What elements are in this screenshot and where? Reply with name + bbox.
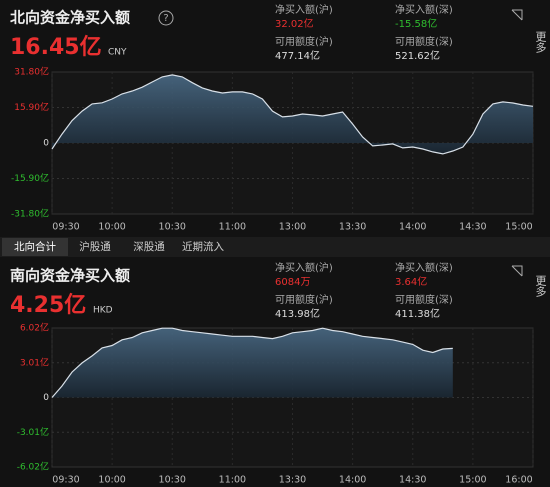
x-tick-label: 10:00 [98, 475, 125, 486]
x-tick-label: 10:30 [159, 475, 186, 486]
area-fill [52, 328, 453, 398]
x-tick-label: 13:00 [279, 222, 306, 233]
stat-value: 413.98亿 [275, 307, 320, 320]
total-value: 4.25亿 [10, 293, 86, 318]
x-tick-label: 15:00 [505, 222, 532, 233]
currency: HKD [93, 306, 113, 316]
x-tick-label: 13:30 [339, 222, 366, 233]
help-mark: ? [163, 13, 168, 24]
x-tick-label: 14:30 [399, 475, 426, 486]
stat-value: 521.62亿 [395, 49, 440, 62]
x-tick-label: 14:00 [339, 475, 366, 486]
total-value: 16.45亿 [10, 35, 102, 60]
stat-value: 3.64亿 [395, 275, 427, 288]
stat-value: 6084万 [275, 277, 310, 288]
tab-selected [2, 238, 68, 256]
stat-label: 净买入额(沪) [275, 261, 333, 274]
x-tick-label: 11:00 [219, 222, 246, 233]
tab-bar [0, 237, 550, 257]
expand-icon[interactable] [511, 265, 523, 277]
x-tick-label: 11:00 [219, 475, 246, 486]
stat-label: 可用额度(沪) [275, 293, 333, 306]
x-tick-label: 16:00 [505, 475, 532, 486]
stat-label: 净买入额(深) [395, 261, 453, 274]
more-link[interactable]: 更多 [534, 275, 547, 298]
expand-icon[interactable] [511, 9, 523, 21]
y-tick-label: 6.02亿 [20, 322, 49, 334]
x-tick-label: 09:30 [52, 222, 79, 233]
tab[interactable]: 沪股通 [79, 240, 111, 253]
stat-value: 477.14亿 [275, 49, 320, 62]
y-tick-label: -3.01亿 [17, 426, 49, 438]
y-tick-label: 3.01亿 [20, 356, 49, 368]
y-tick-label: 0 [43, 139, 49, 149]
area-line [51, 327, 453, 398]
stat-value: 32.02亿 [275, 17, 314, 30]
panel-title: 北向资金净买入额 [10, 9, 130, 27]
y-tick-label: 0 [43, 393, 49, 403]
panel-title: 南向资金净买入额 [10, 267, 130, 285]
y-tick-label: -31.80亿 [11, 208, 49, 220]
y-tick-label: -6.02亿 [17, 461, 49, 473]
y-tick-label: 31.80亿 [14, 66, 49, 78]
stat-value: -15.58亿 [395, 17, 437, 30]
tab[interactable]: 深股通 [133, 241, 165, 253]
area-fill [52, 74, 533, 154]
x-tick-label: 10:30 [159, 222, 186, 233]
currency: CNY [108, 48, 127, 58]
x-tick-label: 09:30 [52, 475, 79, 486]
help-icon[interactable] [158, 10, 174, 26]
stat-label: 净买入额(深) [395, 3, 453, 16]
stat-value: 411.38亿 [395, 307, 440, 320]
stat-label: 可用额度(深) [395, 35, 453, 48]
x-tick-label: 13:30 [279, 475, 306, 486]
tab[interactable]: 北向合计 [14, 240, 56, 253]
stat-label: 可用额度(沪) [275, 35, 333, 48]
more-link[interactable]: 更多 [534, 31, 547, 54]
x-tick-label: 10:00 [98, 222, 125, 233]
x-tick-label: 15:00 [459, 475, 486, 486]
y-tick-label: 15.90亿 [14, 101, 49, 113]
north-icons [158, 9, 523, 277]
tab[interactable]: 近期流入 [182, 240, 224, 253]
stat-label: 可用额度(深) [395, 293, 453, 306]
x-tick-label: 14:00 [399, 222, 426, 233]
area-line [51, 74, 534, 155]
x-tick-label: 14:30 [459, 222, 486, 233]
y-tick-label: -15.90亿 [11, 172, 49, 184]
stat-label: 净买入额(沪) [275, 3, 333, 16]
